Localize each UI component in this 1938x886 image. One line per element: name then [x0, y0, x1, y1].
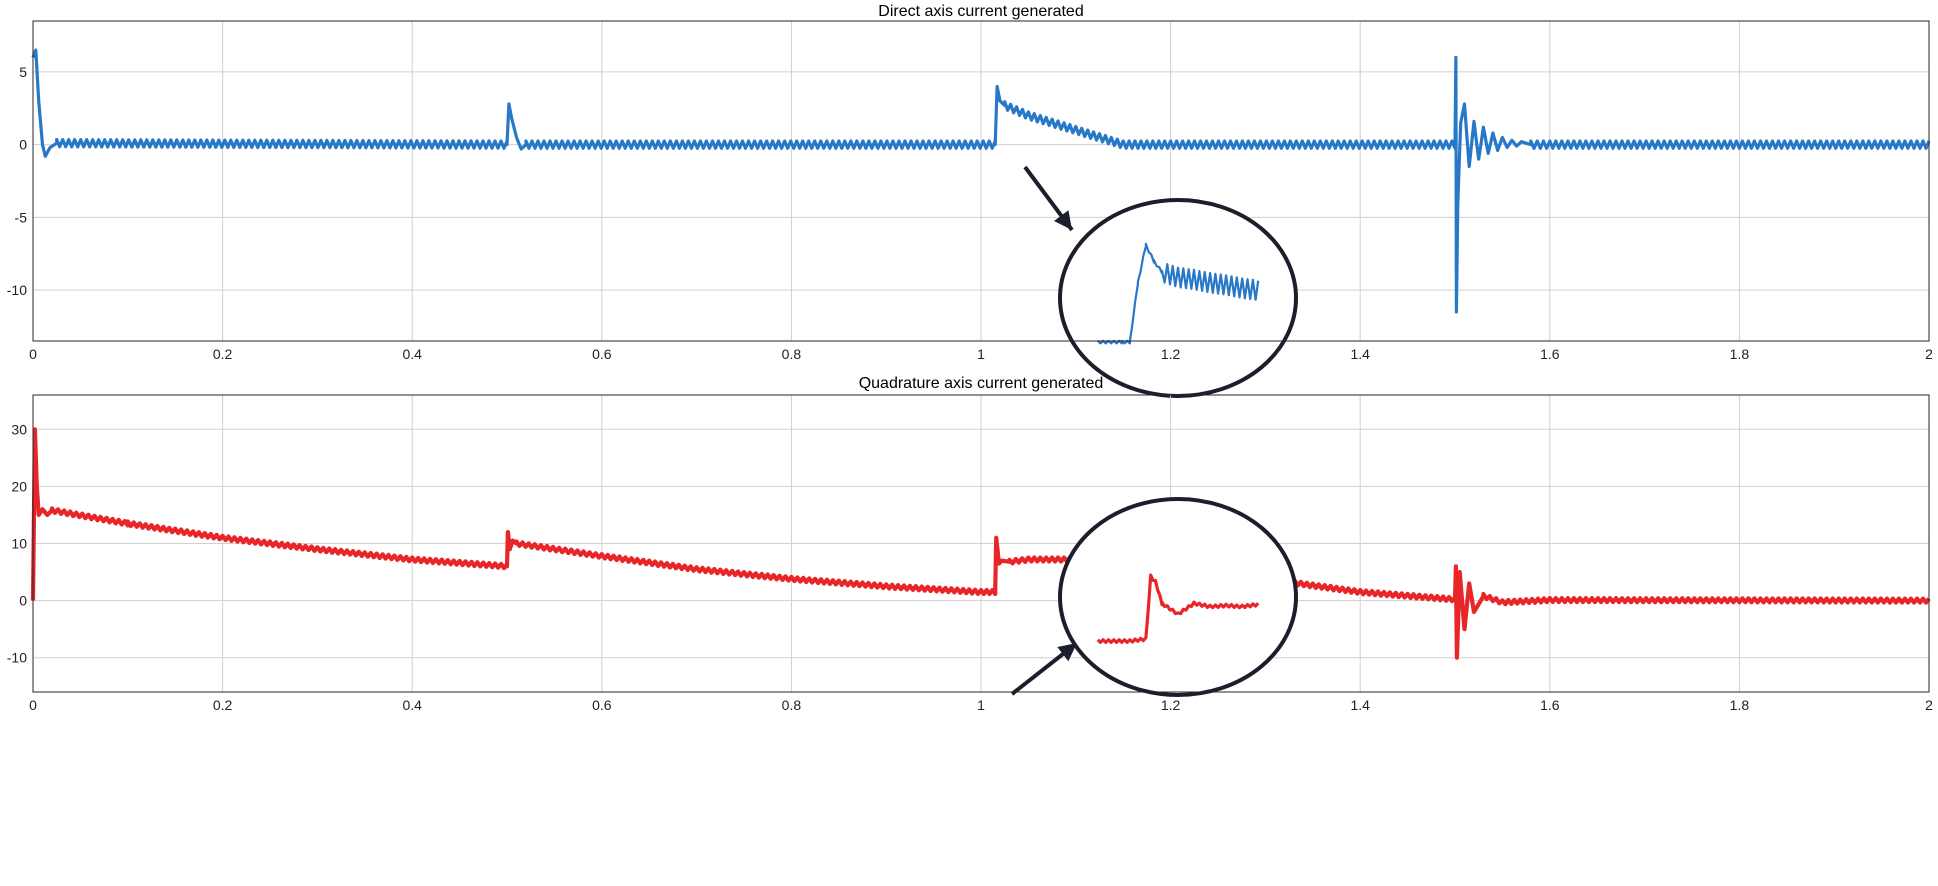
direct-axis-chart-title: Direct axis current generated	[878, 3, 1083, 20]
direct-axis-chart: 0 0.2 0.4 0.6 0.8 1 1.2 1.4 1.6 1.8 2 5 0 -5 -10 Direc…	[7, 3, 1933, 398]
y-tick-label: -10	[7, 282, 27, 298]
y-tick-label: -5	[15, 209, 28, 225]
x-tick-label: 0	[29, 697, 37, 713]
x-tick-label: 1.6	[1540, 697, 1560, 713]
x-tick-label: 1.4	[1350, 697, 1370, 713]
quadrature-axis-plot-frame	[32, 394, 1930, 693]
zoom-inset-circle	[1058, 198, 1298, 398]
x-tick-label: 1.8	[1730, 697, 1750, 713]
x-tick-label: 2	[1925, 697, 1933, 713]
x-tick-label: 0.2	[213, 697, 233, 713]
zoom-inset-trace	[1097, 242, 1260, 345]
quadrature-axis-chart-title: Quadrature axis current generated	[859, 375, 1104, 392]
x-tick-label: 1.2	[1161, 697, 1181, 713]
y-tick-label: 30	[11, 421, 27, 437]
x-tick-label: 0.6	[592, 346, 612, 362]
x-tick-label: 0.4	[402, 697, 422, 713]
x-tick-label: 1	[977, 346, 985, 362]
series-line	[30, 427, 1931, 660]
x-tick-label: 0.4	[402, 346, 422, 362]
x-tick-label: 0.2	[213, 346, 233, 362]
x-tick-label: 0.6	[592, 697, 612, 713]
x-tick-label: 1	[977, 697, 985, 713]
y-tick-label: 5	[19, 64, 27, 80]
zoom-arrowhead	[1057, 643, 1077, 662]
x-tick-label: 1.6	[1540, 346, 1560, 362]
direct-axis-plot-frame	[32, 20, 1930, 342]
x-tick-label: 1.2	[1161, 346, 1181, 362]
y-tick-label: 10	[11, 536, 27, 552]
y-tick-label: 20	[11, 478, 27, 494]
y-tick-label: 0	[19, 137, 27, 153]
quadrature-axis-chart: 0 0.2 0.4 0.6 0.8 1 1.2 1.4 1.6 1.8 2 30 20 10 0 -10 Qu…	[7, 375, 1933, 713]
zoom-arrowhead	[1054, 210, 1072, 230]
x-tick-label: 0.8	[782, 697, 802, 713]
y-tick-label: 0	[19, 593, 27, 609]
series-line	[31, 48, 1931, 314]
x-tick-label: 1.4	[1350, 346, 1370, 362]
zoom-inset-trace	[1096, 573, 1260, 644]
x-tick-label: 2	[1925, 346, 1933, 362]
y-tick-label: -10	[7, 650, 27, 666]
x-tick-label: 1.8	[1730, 346, 1750, 362]
x-tick-label: 0	[29, 346, 37, 362]
zoom-inset-circle	[1058, 497, 1298, 697]
x-tick-label: 0.8	[782, 346, 802, 362]
